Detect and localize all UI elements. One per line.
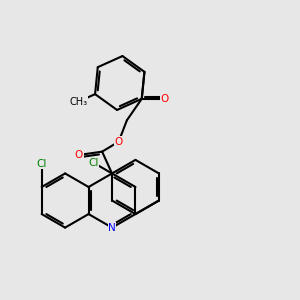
Text: CH₃: CH₃ [70, 97, 88, 106]
Text: O: O [115, 137, 123, 147]
Text: O: O [75, 150, 83, 160]
Text: N: N [108, 223, 116, 232]
Text: O: O [161, 94, 169, 104]
Text: Cl: Cl [88, 158, 99, 168]
Text: Cl: Cl [37, 159, 47, 169]
